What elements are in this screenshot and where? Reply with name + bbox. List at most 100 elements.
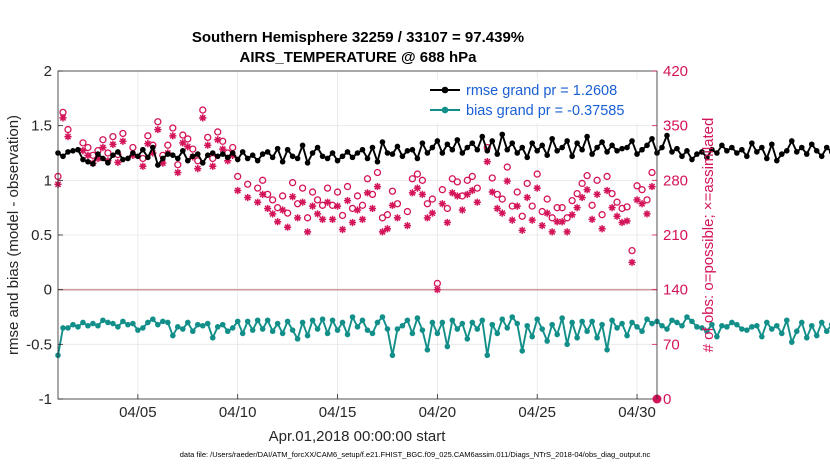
rmse-point bbox=[309, 150, 316, 156]
rmse-point bbox=[444, 141, 451, 148]
obs-possible-marker bbox=[184, 135, 192, 143]
rmse-point bbox=[234, 156, 241, 163]
rmse-point bbox=[559, 144, 565, 151]
obs-possible-marker bbox=[643, 196, 651, 204]
bias-point bbox=[179, 326, 186, 332]
obs-assimilated-marker bbox=[553, 218, 561, 226]
rmse-point bbox=[374, 158, 381, 165]
obs-assimilated-marker bbox=[438, 200, 446, 208]
rmse-point bbox=[100, 155, 106, 162]
rmse-point bbox=[369, 144, 376, 151]
bias-point bbox=[394, 326, 401, 332]
rmse-point bbox=[80, 156, 86, 163]
obs-possible-marker bbox=[84, 143, 92, 152]
obs-possible-marker bbox=[104, 149, 112, 157]
obs-assimilated-marker bbox=[498, 209, 506, 217]
obs-possible-marker bbox=[523, 179, 531, 188]
bias-point bbox=[274, 320, 281, 327]
rmse-point bbox=[150, 144, 156, 151]
rmse-point bbox=[564, 138, 570, 144]
rmse-point bbox=[644, 142, 650, 149]
bias-point bbox=[359, 317, 366, 324]
obs-assimilated-marker bbox=[583, 186, 591, 194]
obs-assimilated-marker bbox=[648, 182, 656, 191]
rmse-point bbox=[165, 151, 171, 157]
obs-possible-marker bbox=[298, 184, 307, 192]
rmse-point bbox=[803, 151, 810, 157]
rmse-point bbox=[554, 148, 560, 154]
left-tick-label: 0 bbox=[44, 282, 52, 299]
rmse-point bbox=[289, 153, 296, 160]
rmse-point bbox=[634, 151, 640, 157]
rmse-point bbox=[175, 155, 181, 162]
bias-point bbox=[115, 324, 121, 330]
bias-point bbox=[649, 320, 655, 327]
rmse-point bbox=[339, 153, 346, 160]
obs-assimilated-marker bbox=[453, 192, 461, 200]
bias-point bbox=[774, 322, 780, 329]
rmse-point bbox=[808, 141, 815, 148]
rmse-point bbox=[574, 140, 580, 146]
obs-possible-marker bbox=[438, 186, 447, 194]
obs-possible-marker bbox=[628, 246, 636, 255]
rmse-point bbox=[549, 135, 555, 142]
bias-point bbox=[788, 339, 795, 345]
obs-possible-marker bbox=[164, 141, 172, 149]
bias-point bbox=[759, 333, 765, 340]
bias-point bbox=[584, 328, 590, 335]
bias-point bbox=[739, 326, 745, 332]
bias-point bbox=[120, 318, 126, 325]
rmse-point bbox=[689, 156, 695, 163]
rmse-point bbox=[584, 133, 590, 140]
obs-assimilated-marker bbox=[403, 222, 412, 230]
obs-possible-marker bbox=[119, 129, 127, 138]
obs-assimilated-marker bbox=[413, 184, 421, 192]
obs-assimilated-marker bbox=[144, 140, 152, 148]
bias-point bbox=[165, 319, 171, 326]
obs-assimilated-marker bbox=[149, 149, 157, 157]
obs-possible-marker bbox=[64, 125, 72, 134]
bias-point bbox=[244, 318, 251, 325]
rmse-point bbox=[739, 146, 745, 153]
obs-possible-marker bbox=[403, 207, 412, 216]
bias-point bbox=[534, 316, 540, 322]
obs-possible-marker bbox=[313, 196, 322, 204]
obs-possible-marker bbox=[448, 175, 456, 183]
obs-possible-marker bbox=[428, 195, 437, 203]
obs-assimilated-marker bbox=[308, 202, 317, 210]
rmse-point bbox=[599, 139, 605, 145]
obs-possible-marker bbox=[79, 139, 87, 147]
obs-assimilated-marker bbox=[468, 186, 476, 195]
rmse-point bbox=[539, 142, 545, 149]
rmse-point bbox=[754, 149, 760, 155]
bias-point bbox=[444, 343, 451, 350]
bias-point bbox=[764, 319, 770, 326]
obs-possible-marker bbox=[199, 106, 207, 114]
rmse-point bbox=[759, 144, 765, 151]
legend-rmse-label: rmse grand pr = 1.2608 bbox=[466, 83, 617, 99]
obs-assimilated-marker bbox=[224, 157, 232, 165]
rmse-point bbox=[764, 155, 770, 162]
bias-point bbox=[389, 352, 396, 359]
rmse-point bbox=[604, 149, 610, 155]
right-tick-label: 350 bbox=[663, 118, 688, 135]
bias-point bbox=[539, 326, 545, 332]
rmse-point bbox=[489, 138, 496, 144]
bias-point bbox=[284, 318, 291, 325]
bias-point bbox=[354, 324, 361, 330]
obs-assimilated-marker bbox=[254, 198, 262, 206]
rmse-point bbox=[719, 142, 725, 149]
rmse-point bbox=[409, 146, 416, 153]
obs-assimilated-marker bbox=[174, 168, 182, 177]
rmse-point bbox=[404, 148, 411, 154]
obs-assimilated-marker bbox=[548, 228, 556, 236]
x-tick-label: 04/25 bbox=[518, 404, 556, 421]
right-tick-label: 280 bbox=[663, 172, 688, 189]
rmse-point bbox=[813, 148, 820, 154]
rmse-point bbox=[679, 153, 685, 160]
bias-point bbox=[749, 324, 755, 330]
rmse-point bbox=[798, 144, 805, 151]
rmse-point bbox=[504, 146, 511, 153]
bias-point bbox=[489, 321, 496, 328]
rmse-point bbox=[359, 146, 366, 153]
